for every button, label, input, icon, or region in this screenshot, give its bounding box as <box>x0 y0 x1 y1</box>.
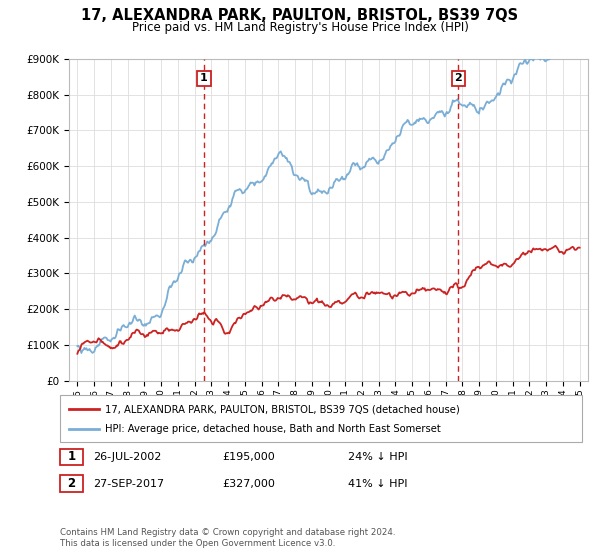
Text: £327,000: £327,000 <box>222 479 275 489</box>
Text: 1: 1 <box>67 450 76 464</box>
Text: Price paid vs. HM Land Registry's House Price Index (HPI): Price paid vs. HM Land Registry's House … <box>131 21 469 34</box>
Text: £195,000: £195,000 <box>222 452 275 462</box>
Text: 41% ↓ HPI: 41% ↓ HPI <box>348 479 407 489</box>
Text: 24% ↓ HPI: 24% ↓ HPI <box>348 452 407 462</box>
Text: HPI: Average price, detached house, Bath and North East Somerset: HPI: Average price, detached house, Bath… <box>105 424 441 434</box>
Text: 2: 2 <box>454 73 462 83</box>
Text: 27-SEP-2017: 27-SEP-2017 <box>93 479 164 489</box>
Text: Contains HM Land Registry data © Crown copyright and database right 2024.
This d: Contains HM Land Registry data © Crown c… <box>60 528 395 548</box>
Text: 26-JUL-2002: 26-JUL-2002 <box>93 452 161 462</box>
Text: 17, ALEXANDRA PARK, PAULTON, BRISTOL, BS39 7QS: 17, ALEXANDRA PARK, PAULTON, BRISTOL, BS… <box>82 8 518 24</box>
Text: 1: 1 <box>200 73 208 83</box>
Text: 17, ALEXANDRA PARK, PAULTON, BRISTOL, BS39 7QS (detached house): 17, ALEXANDRA PARK, PAULTON, BRISTOL, BS… <box>105 404 460 414</box>
Text: 2: 2 <box>67 477 76 491</box>
